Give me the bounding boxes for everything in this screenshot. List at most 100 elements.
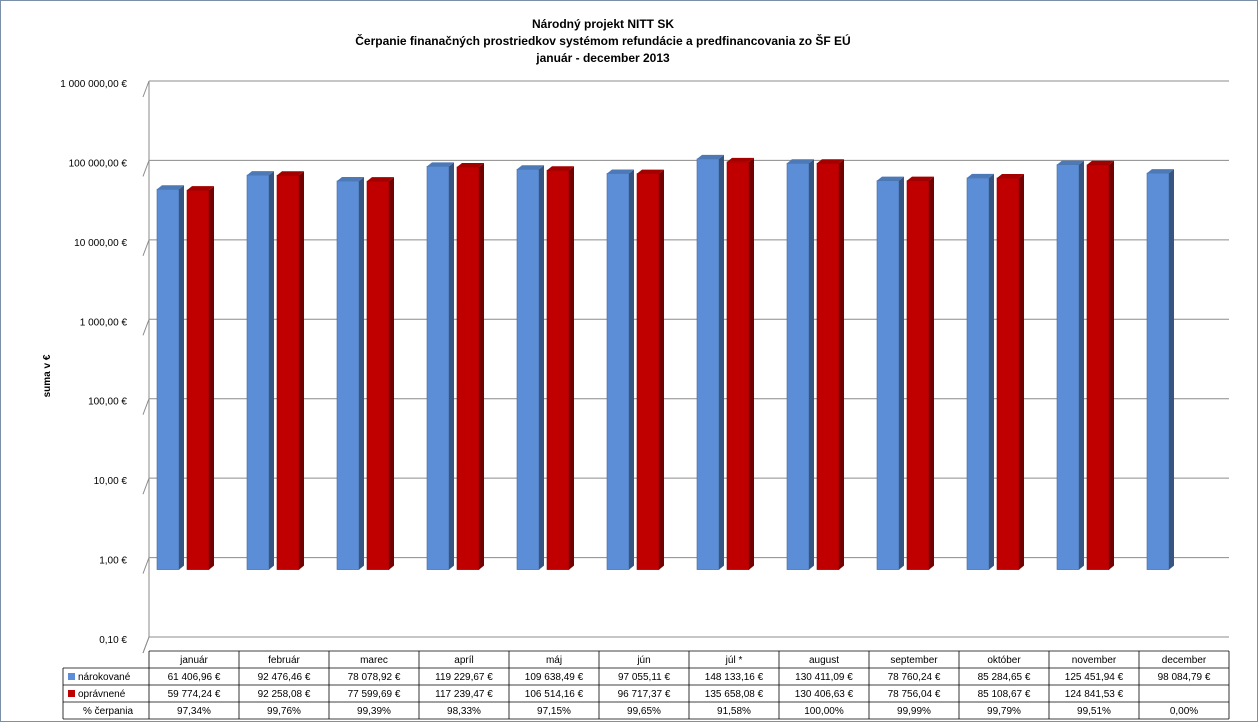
- gridline-depth: [142, 319, 150, 336]
- category-label: september: [890, 655, 938, 666]
- table-cell: 97,15%: [537, 706, 571, 717]
- bar-narokovane: [876, 176, 904, 570]
- table-cell: 91,58%: [717, 706, 751, 717]
- bar-narokovane: [696, 154, 724, 570]
- table-cell: 92 476,46 €: [258, 672, 311, 683]
- table-row-label: nárokované: [78, 672, 131, 683]
- bar-narokovane: [246, 171, 274, 570]
- table-cell: 148 133,16 €: [705, 672, 764, 683]
- bar-opravnene: [906, 176, 934, 570]
- table-cell: 125 451,94 €: [1065, 672, 1124, 683]
- bars: [156, 154, 1174, 570]
- y-axis-ticks: 0,10 € 1,00 € 10,00 € 100,00 € 1 000,00 € 10 …: [60, 79, 127, 646]
- bar-opravnene: [816, 159, 844, 570]
- category-label: január: [179, 655, 208, 666]
- bar-opravnene: [366, 177, 394, 570]
- category-label: apríl: [454, 655, 473, 666]
- category-label: november: [1072, 655, 1117, 666]
- table-cell: 135 658,08 €: [705, 689, 764, 700]
- bar-narokovane: [426, 162, 454, 570]
- table-cell: 98 084,79 €: [1158, 672, 1211, 683]
- category-label: jún: [636, 655, 650, 666]
- gridline-depth: [142, 477, 150, 495]
- legend-swatch: [68, 690, 75, 697]
- chart-title: Národný projekt NITT SK Čerpanie finanačn…: [355, 17, 850, 65]
- table-cell: 106 514,16 €: [525, 689, 584, 700]
- chart-title-line: január - december 2013: [535, 51, 670, 65]
- table-cell: 96 717,37 €: [618, 689, 671, 700]
- axis-wall-edge: [142, 81, 150, 654]
- y-tick-label: 10 000,00 €: [74, 238, 127, 249]
- table-row-label: oprávnené: [78, 689, 126, 700]
- table-cell: 99,51%: [1077, 706, 1111, 717]
- category-label: december: [1162, 655, 1207, 666]
- bar-narokovane: [606, 169, 634, 570]
- bar-opravnene: [1086, 160, 1114, 570]
- table-cell: 85 284,65 €: [978, 672, 1031, 683]
- gridline-depth: [142, 398, 150, 415]
- bar-narokovane: [1056, 160, 1084, 570]
- bar-narokovane: [1146, 169, 1174, 570]
- table-cell: 85 108,67 €: [978, 689, 1031, 700]
- gridline-depth: [142, 557, 150, 574]
- table-cell: 98,33%: [447, 706, 481, 717]
- table-cell: 100,00%: [804, 706, 844, 717]
- bar-opravnene: [726, 157, 754, 570]
- table-cell: 99,65%: [627, 706, 661, 717]
- bar-narokovane: [516, 165, 544, 570]
- plot-wall: [142, 81, 150, 654]
- table-cell: 77 599,69 €: [348, 689, 401, 700]
- category-label: marec: [360, 655, 388, 666]
- table-cell: 78 760,24 €: [888, 672, 941, 683]
- table-cell: 99,39%: [357, 706, 391, 717]
- bar-opravnene: [546, 166, 574, 570]
- gridline-depth: [142, 239, 150, 257]
- table-cell: 99,76%: [267, 706, 301, 717]
- y-tick-label: 1,00 €: [99, 556, 127, 567]
- table-cell: 78 078,92 €: [348, 672, 401, 683]
- bar-opravnene: [996, 173, 1024, 570]
- category-label: február: [268, 655, 300, 666]
- table-cell: 119 229,67 €: [435, 672, 493, 683]
- bar-narokovane: [786, 159, 814, 570]
- table-cell: 109 638,49 €: [525, 672, 584, 683]
- chart-title-line: Národný projekt NITT SK: [532, 17, 674, 31]
- y-tick-label: 0,10 €: [99, 635, 127, 646]
- table-cell: 97,34%: [177, 706, 211, 717]
- bar-opravnene: [276, 171, 304, 570]
- gridlines: [142, 80, 1229, 654]
- data-table: január február marec apríl máj jún júl * august…: [62, 650, 1230, 720]
- table-cell: 117 239,47 €: [435, 689, 493, 700]
- table-cell: 130 411,09 €: [795, 672, 853, 683]
- chart-title-line: Čerpanie finanačných prostriedkov systém…: [355, 33, 850, 48]
- bar-opravnene: [186, 186, 214, 570]
- category-label: máj: [546, 655, 562, 666]
- table-cell: 130 406,63 €: [795, 689, 854, 700]
- y-tick-label: 1 000 000,00 €: [60, 79, 127, 90]
- table-cell: 61 406,96 €: [168, 672, 221, 683]
- y-tick-label: 1 000,00 €: [80, 317, 128, 328]
- y-axis-label: suma v €: [42, 354, 53, 397]
- bar-opravnene: [636, 169, 664, 570]
- category-label: august: [809, 655, 839, 666]
- bar-narokovane: [966, 173, 994, 570]
- table-cell: 92 258,08 €: [258, 689, 311, 700]
- y-tick-label: 100,00 €: [88, 397, 127, 408]
- y-tick-label: 10,00 €: [94, 476, 128, 487]
- table-cell: 0,00%: [1170, 706, 1198, 717]
- gridline-depth: [142, 636, 150, 654]
- table-cell: 99,99%: [897, 706, 931, 717]
- table-cell: 59 774,24 €: [168, 689, 221, 700]
- table-cell: 78 756,04 €: [888, 689, 941, 700]
- category-label: október: [987, 655, 1021, 666]
- table-cell: 97 055,11 €: [618, 672, 671, 683]
- gridline-depth: [142, 80, 150, 98]
- table-cell: 124 841,53 €: [1065, 689, 1124, 700]
- bar-opravnene: [456, 162, 484, 570]
- table-cell: 99,79%: [987, 706, 1021, 717]
- legend-swatch: [68, 673, 75, 680]
- bar-narokovane: [336, 176, 364, 570]
- gridline-depth: [142, 160, 150, 177]
